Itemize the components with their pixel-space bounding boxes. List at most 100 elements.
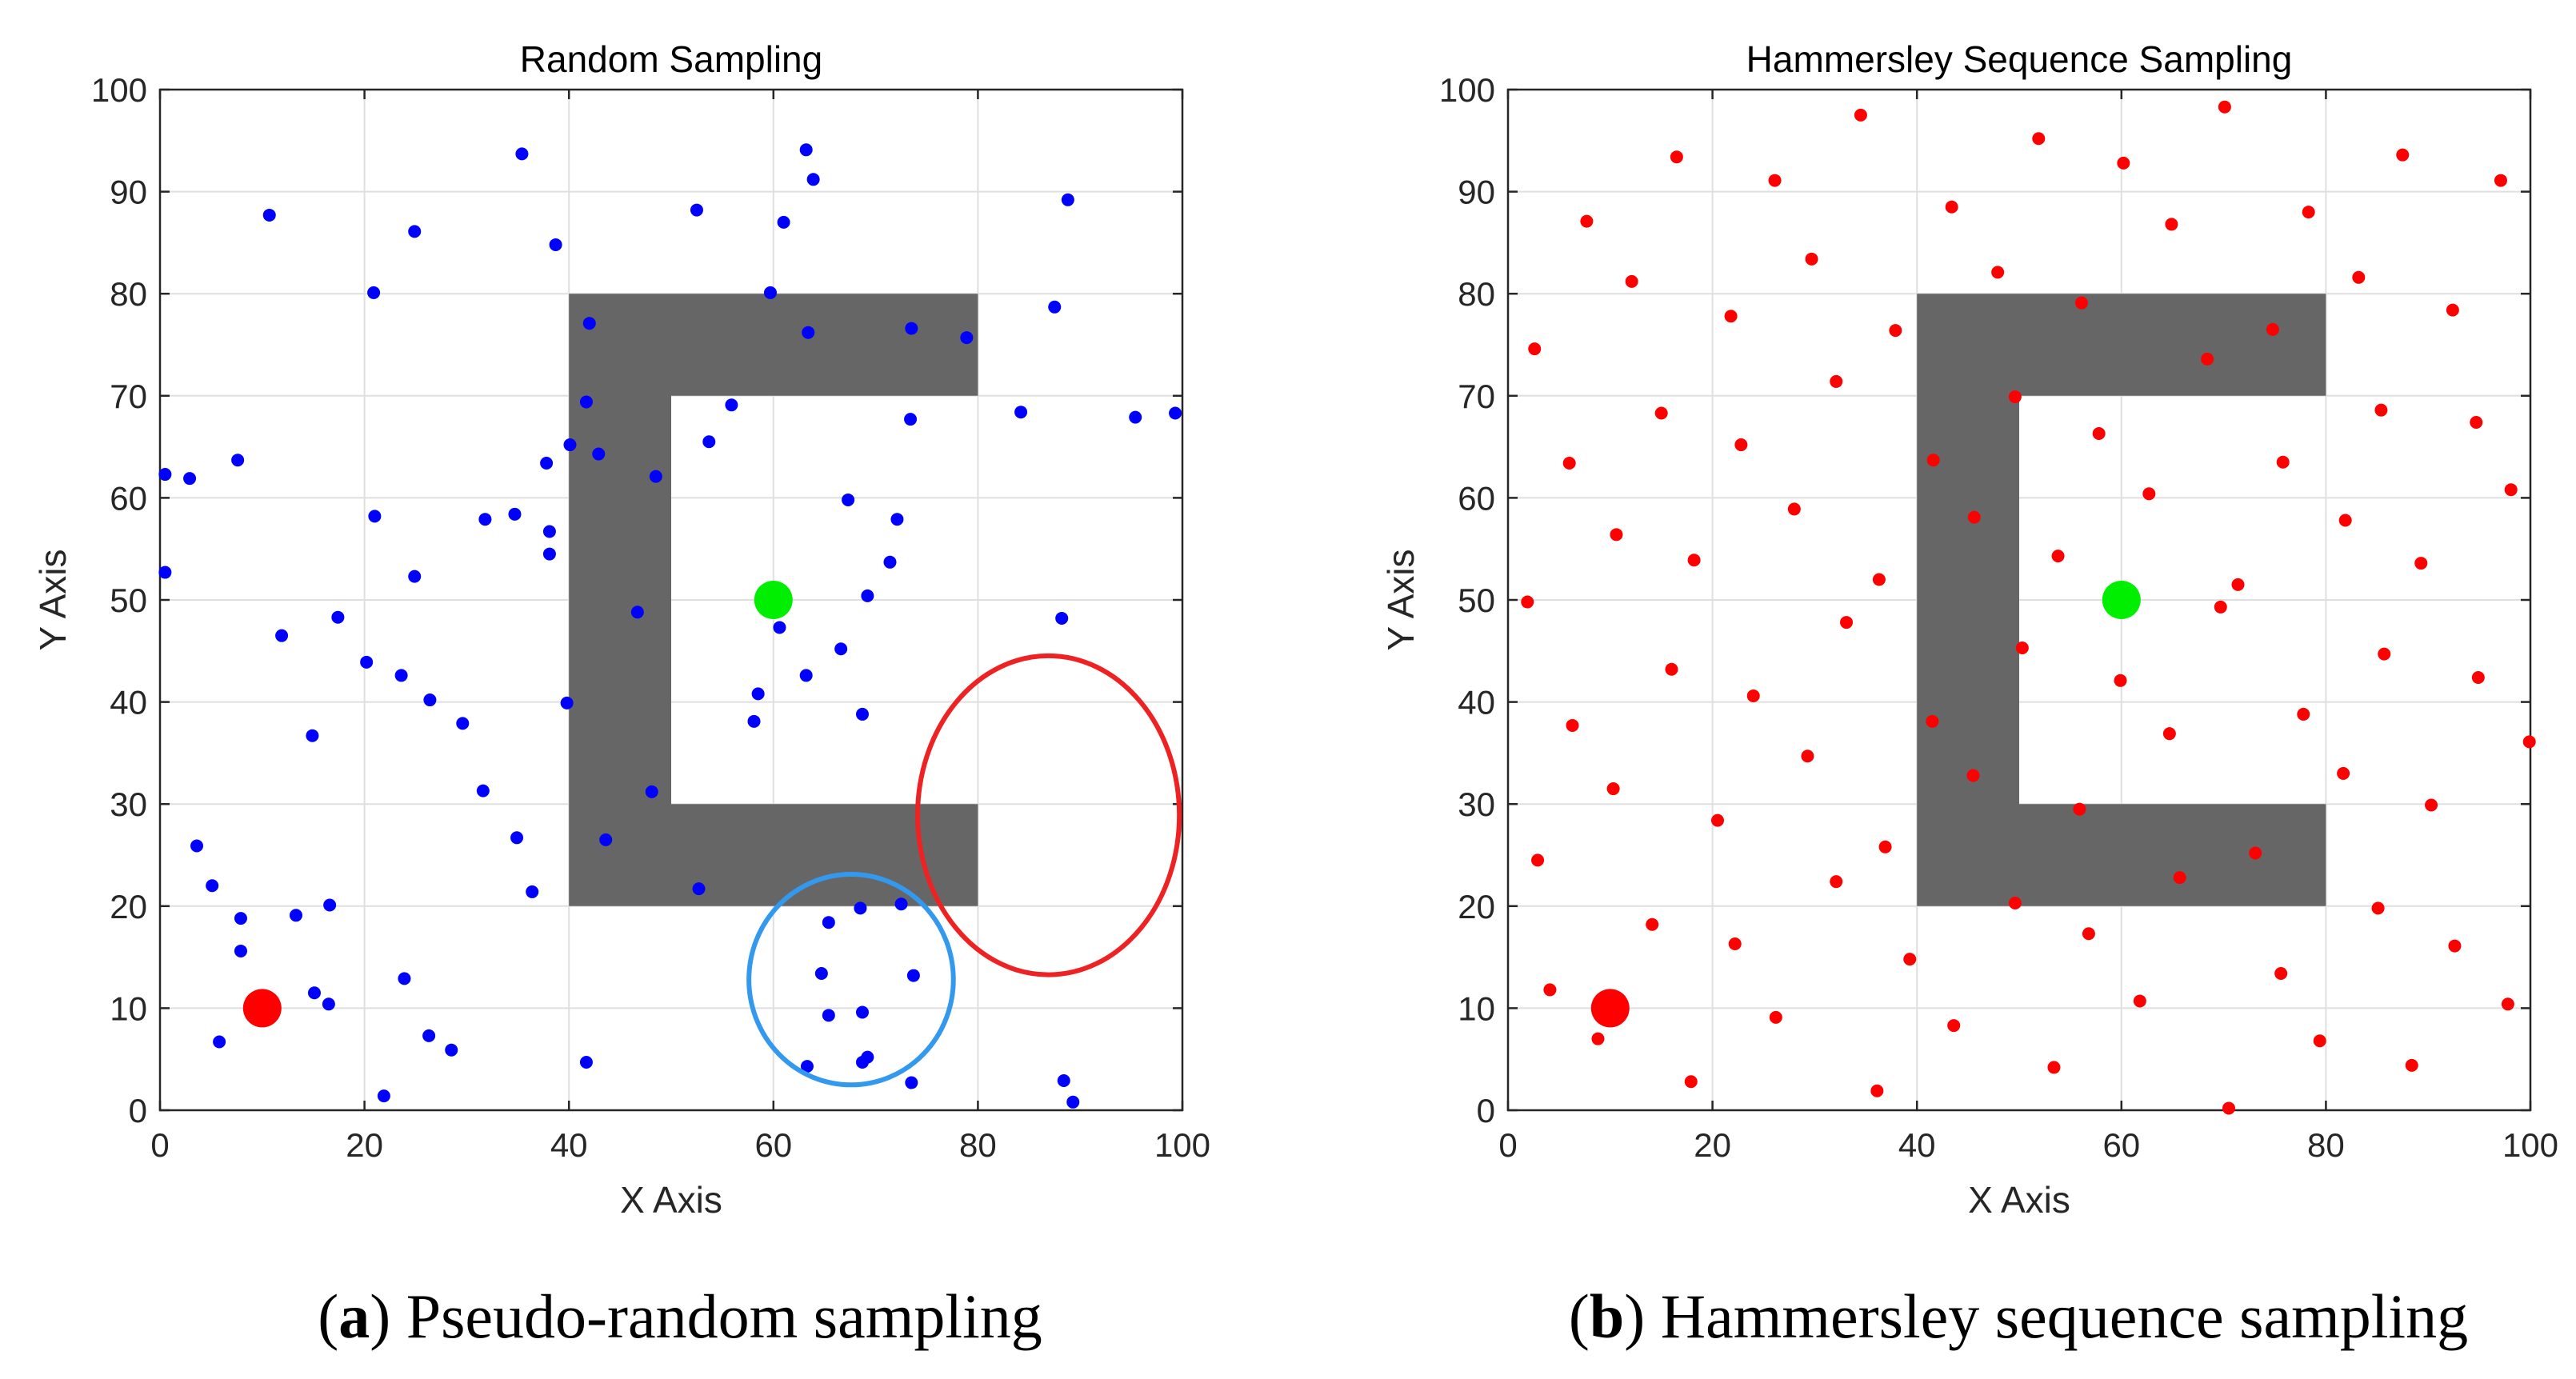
sample-point (478, 513, 492, 526)
sample-point (322, 997, 335, 1011)
sample-point (231, 454, 245, 467)
sample-point (579, 395, 593, 409)
sample-point (690, 203, 703, 217)
x-tick-label: 40 (550, 1126, 588, 1164)
sample-point (1066, 1095, 1080, 1109)
sample-point (2313, 1034, 2326, 1048)
sample-point (2405, 1058, 2418, 1072)
caption-paren-open: ( (318, 1281, 338, 1351)
sample-point (1903, 953, 1917, 966)
sample-point (1805, 252, 1818, 266)
sample-point (1878, 840, 1892, 853)
sample-point (2008, 896, 2022, 909)
sample-point (2218, 100, 2231, 114)
chart-title: Hammersley Sequence Sampling (1746, 38, 2293, 80)
x-tick-label: 100 (1154, 1126, 1210, 1164)
sample-point (1889, 324, 1902, 338)
sample-point (2471, 670, 2485, 684)
sample-point (814, 967, 828, 981)
sample-point (456, 717, 470, 730)
sample-point (331, 610, 345, 624)
sample-point (799, 143, 813, 157)
sample-point (206, 879, 219, 893)
y-tick-label: 60 (110, 479, 147, 517)
sample-point (508, 507, 522, 521)
sample-point (158, 468, 172, 482)
sample-point (1048, 300, 1062, 314)
start-point (242, 989, 282, 1028)
sample-point (476, 784, 490, 797)
sample-point (1610, 528, 1623, 542)
goal-point (2102, 581, 2141, 619)
sample-point (1061, 193, 1074, 206)
sample-point (1654, 406, 1668, 420)
sample-point (549, 238, 562, 251)
sample-point (360, 655, 374, 669)
y-tick-label: 10 (1458, 989, 1495, 1027)
sample-point (960, 331, 974, 345)
sample-point (1769, 1010, 1782, 1024)
x-tick-label: 20 (346, 1126, 383, 1164)
sample-point (834, 642, 848, 656)
sample-point (2352, 270, 2366, 284)
x-tick-label: 60 (754, 1126, 792, 1164)
sample-point (1768, 174, 1782, 187)
sample-point (1014, 406, 1028, 419)
sample-point (394, 669, 408, 682)
sample-point (592, 447, 606, 461)
sample-point (2201, 352, 2214, 366)
sample-point (445, 1043, 458, 1057)
x-tick-label: 20 (1694, 1126, 1731, 1164)
y-tick-label: 40 (110, 684, 147, 721)
sample-point (1566, 718, 1579, 732)
y-tick-label: 0 (129, 1092, 147, 1129)
sample-point (323, 898, 337, 912)
sample-point (1967, 510, 1981, 524)
sample-point (1646, 917, 1659, 931)
chart-title: Random Sampling (520, 38, 822, 80)
sample-point (377, 1089, 390, 1103)
sample-point (158, 566, 172, 579)
y-axis-label: Y Axis (1380, 550, 1422, 651)
y-tick-label: 10 (110, 989, 147, 1027)
sample-point (2371, 901, 2385, 915)
y-axis-label: Y Axis (32, 550, 74, 651)
sample-point (2494, 174, 2507, 187)
sample-point (2214, 600, 2227, 614)
caption-text: Hammersley sequence sampling (1661, 1281, 2468, 1351)
obstacle (1917, 294, 2326, 906)
sample-point (1531, 853, 1545, 867)
sample-point (905, 322, 918, 335)
sample-point (1830, 374, 1843, 388)
sample-point (368, 510, 382, 523)
sample-point (2032, 132, 2046, 146)
sample-point (582, 317, 596, 330)
caption-text: Pseudo-random sampling (406, 1281, 1042, 1351)
y-tick-label: 80 (110, 275, 147, 313)
y-tick-label: 20 (110, 888, 147, 925)
sample-point (560, 696, 574, 709)
sample-point (2173, 871, 2186, 885)
x-tick-label: 40 (1898, 1126, 1936, 1164)
sample-point (1787, 502, 1801, 516)
sample-point (855, 1005, 869, 1019)
sample-point (213, 1035, 226, 1049)
y-tick-label: 80 (1458, 275, 1495, 313)
sample-point (563, 438, 577, 452)
sample-point (649, 470, 662, 483)
sample-point (890, 513, 904, 526)
sample-point (542, 547, 556, 561)
sample-point (1665, 662, 1678, 676)
sample-point (234, 944, 247, 957)
sample-point (2470, 415, 2483, 429)
y-tick-label: 30 (110, 785, 147, 823)
y-tick-label: 70 (110, 378, 147, 415)
sample-point (1528, 342, 1542, 356)
sample-point (1734, 438, 1748, 452)
sample-point (2142, 487, 2156, 501)
y-tick-label: 90 (1458, 174, 1495, 211)
highlight-circle (914, 653, 1182, 977)
sample-point (2082, 927, 2095, 941)
sample-point (1991, 266, 2005, 279)
sample-point (408, 570, 422, 583)
